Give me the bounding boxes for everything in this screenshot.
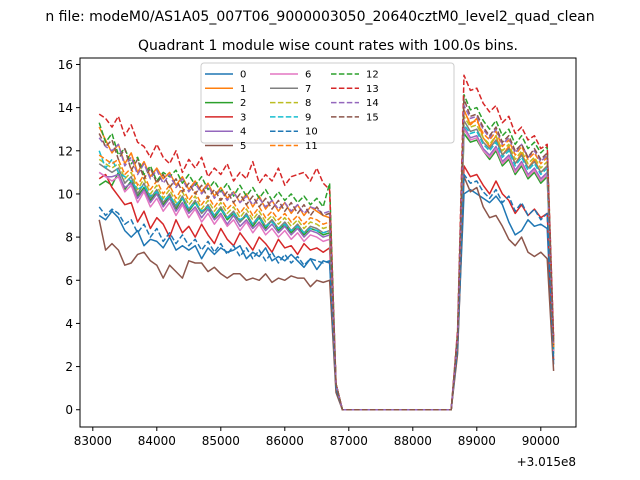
legend-label-4: 4 <box>240 127 246 138</box>
series-line-5 <box>98 175 555 411</box>
series-line-8 <box>98 115 555 411</box>
y-tick-label: 6 <box>65 274 73 288</box>
y-tick-label: 10 <box>58 187 73 201</box>
legend-label-14: 14 <box>366 98 379 109</box>
legend-label-8: 8 <box>305 98 311 109</box>
series-line-10 <box>98 173 555 411</box>
figure-suptitle: n file: modeM0/AS1A05_007T06_9000003050_… <box>45 9 594 25</box>
x-tick-label: 84000 <box>138 434 176 448</box>
y-tick-label: 16 <box>58 58 73 72</box>
y-tick-label: 4 <box>65 317 73 331</box>
series-line-6 <box>98 128 555 411</box>
series-line-2 <box>98 132 555 411</box>
series-line-15 <box>98 98 555 411</box>
legend-label-13: 13 <box>366 84 379 95</box>
legend-label-5: 5 <box>240 141 246 152</box>
legend-label-0: 0 <box>240 70 246 81</box>
y-tick-label: 8 <box>65 231 73 245</box>
series-line-14 <box>98 104 555 411</box>
legend-label-1: 1 <box>240 84 246 95</box>
x-axis-offset-label: +3.015e8 <box>517 455 576 469</box>
legend-label-2: 2 <box>240 98 246 109</box>
x-tick-label: 83000 <box>74 434 112 448</box>
x-tick-label: 88000 <box>394 434 432 448</box>
legend-label-15: 15 <box>366 112 379 123</box>
legend-label-12: 12 <box>366 70 379 81</box>
series-line-13 <box>98 74 555 411</box>
y-tick-label: 0 <box>65 403 73 417</box>
legend-label-10: 10 <box>305 127 318 138</box>
chart-title: Quadrant 1 module wise count rates with … <box>138 38 518 54</box>
series-line-4 <box>98 126 555 411</box>
y-tick-label: 12 <box>58 144 73 158</box>
x-tick-label: 86000 <box>266 434 304 448</box>
series-line-3 <box>98 165 555 411</box>
x-tick-label: 90000 <box>522 434 560 448</box>
legend-label-3: 3 <box>240 112 246 123</box>
legend-label-7: 7 <box>305 84 311 95</box>
axes-frame <box>79 57 577 428</box>
legend-box <box>200 62 455 144</box>
x-axis: 83000 84000 85000 86000 87000 88000 89000 90000 <box>74 427 560 448</box>
y-axis: 0 2 4 6 8 10 12 14 16 <box>58 58 80 417</box>
series-lines <box>98 74 555 411</box>
legend-label-6: 6 <box>305 70 311 81</box>
y-tick-label: 14 <box>58 101 73 115</box>
x-tick-label: 85000 <box>202 434 240 448</box>
axes-border <box>79 57 577 428</box>
x-tick-label: 87000 <box>330 434 368 448</box>
x-tick-label: 89000 <box>458 434 496 448</box>
series-line-11 <box>98 111 555 411</box>
y-tick-label: 2 <box>65 360 73 374</box>
legend-label-11: 11 <box>305 141 318 152</box>
series-line-12 <box>98 93 555 411</box>
series-line-9 <box>98 124 555 411</box>
legend-label-9: 9 <box>305 112 311 123</box>
